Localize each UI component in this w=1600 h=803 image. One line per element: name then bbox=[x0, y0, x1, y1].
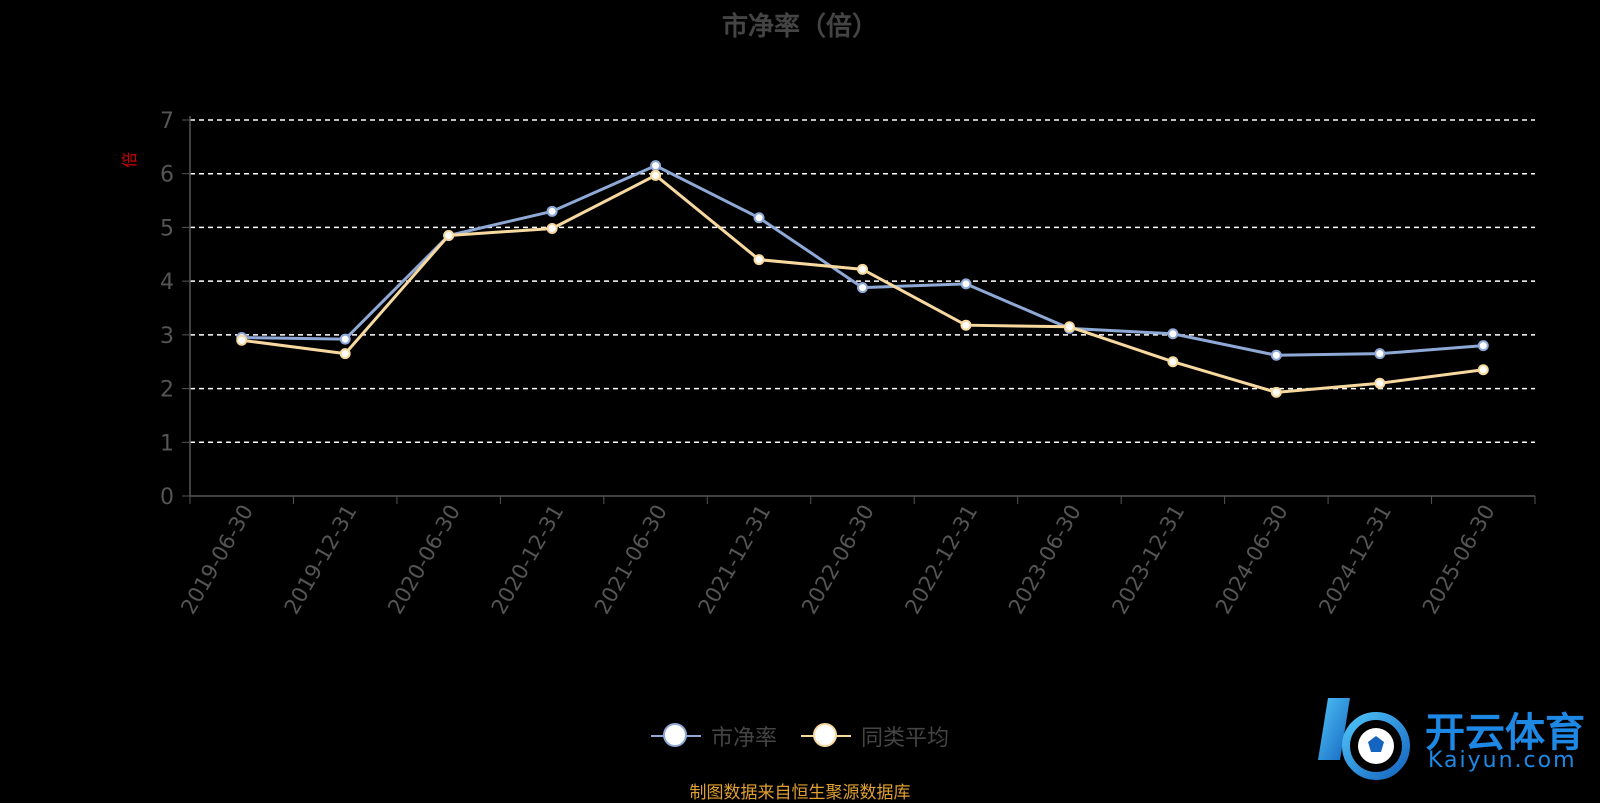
legend-item-series-1[interactable]: 同类平均 bbox=[801, 720, 949, 752]
y-tick-label: 7 bbox=[160, 109, 174, 134]
data-point[interactable] bbox=[1063, 321, 1075, 333]
x-tick-label: 2023-12-31 bbox=[1107, 501, 1189, 619]
x-tick-label: 2019-06-30 bbox=[176, 501, 258, 619]
data-point[interactable] bbox=[1167, 328, 1179, 340]
data-point[interactable] bbox=[236, 334, 248, 346]
data-point[interactable] bbox=[1374, 377, 1386, 389]
data-point[interactable] bbox=[1270, 349, 1282, 361]
y-tick-label: 0 bbox=[160, 485, 174, 510]
legend: 市净率 同类平均 bbox=[0, 720, 1600, 752]
x-tick-label: 2025-06-30 bbox=[1418, 501, 1500, 619]
data-point[interactable] bbox=[1374, 348, 1386, 360]
logo-brand-text: 开云体育 bbox=[1425, 710, 1585, 756]
x-tick-label: 2021-12-31 bbox=[694, 501, 776, 619]
x-tick-label: 2024-06-30 bbox=[1211, 501, 1293, 619]
y-tick-label: 3 bbox=[160, 324, 174, 349]
x-tick-label: 2023-06-30 bbox=[1004, 501, 1086, 619]
data-point[interactable] bbox=[1167, 356, 1179, 368]
data-point[interactable] bbox=[960, 278, 972, 290]
data-point[interactable] bbox=[1477, 340, 1489, 352]
brand-logo: 开云体育 Kaiyun.com bbox=[1310, 690, 1590, 790]
legend-label: 市净率 bbox=[710, 726, 777, 751]
data-point[interactable] bbox=[339, 333, 351, 345]
x-tick-label: 2020-06-30 bbox=[383, 500, 465, 618]
data-point[interactable] bbox=[857, 282, 868, 294]
data-point[interactable] bbox=[753, 254, 765, 266]
data-point[interactable] bbox=[443, 229, 455, 241]
y-tick-label: 1 bbox=[160, 431, 174, 456]
x-tick-label: 2020-12-31 bbox=[487, 501, 569, 619]
data-point[interactable] bbox=[960, 319, 972, 331]
x-tick-label: 2022-12-31 bbox=[900, 501, 982, 619]
data-point[interactable] bbox=[1477, 364, 1489, 376]
legend-label: 同类平均 bbox=[861, 726, 950, 751]
data-point[interactable] bbox=[1270, 386, 1282, 398]
legend-marker-icon bbox=[650, 723, 701, 749]
data-point[interactable] bbox=[857, 263, 868, 275]
data-point[interactable] bbox=[339, 348, 351, 360]
data-point[interactable] bbox=[546, 223, 558, 235]
y-tick-label: 2 bbox=[160, 378, 174, 403]
ball-logo-icon bbox=[1318, 698, 1410, 780]
legend-item-series-0[interactable]: 市净率 bbox=[650, 720, 777, 752]
data-point[interactable] bbox=[650, 160, 662, 172]
x-tick-label: 2022-06-30 bbox=[797, 501, 879, 619]
legend-marker-icon bbox=[801, 723, 851, 749]
source-note: 制图数据来自恒生聚源数据库 bbox=[689, 783, 911, 803]
chart-title: 市净率（倍） bbox=[721, 12, 878, 42]
y-tick-label: 5 bbox=[160, 216, 174, 241]
x-tick-label: 2019-12-31 bbox=[280, 501, 362, 619]
data-point[interactable] bbox=[546, 205, 558, 217]
logo-site-text: Kaiyun.com bbox=[1428, 748, 1577, 773]
y-tick-label: 4 bbox=[160, 270, 174, 295]
data-point[interactable] bbox=[650, 169, 662, 181]
data-point[interactable] bbox=[753, 212, 765, 224]
x-tick-label: 2024-12-31 bbox=[1314, 501, 1396, 619]
x-tick-label: 2021-06-30 bbox=[590, 501, 672, 619]
y-tick-label: 6 bbox=[160, 163, 174, 188]
